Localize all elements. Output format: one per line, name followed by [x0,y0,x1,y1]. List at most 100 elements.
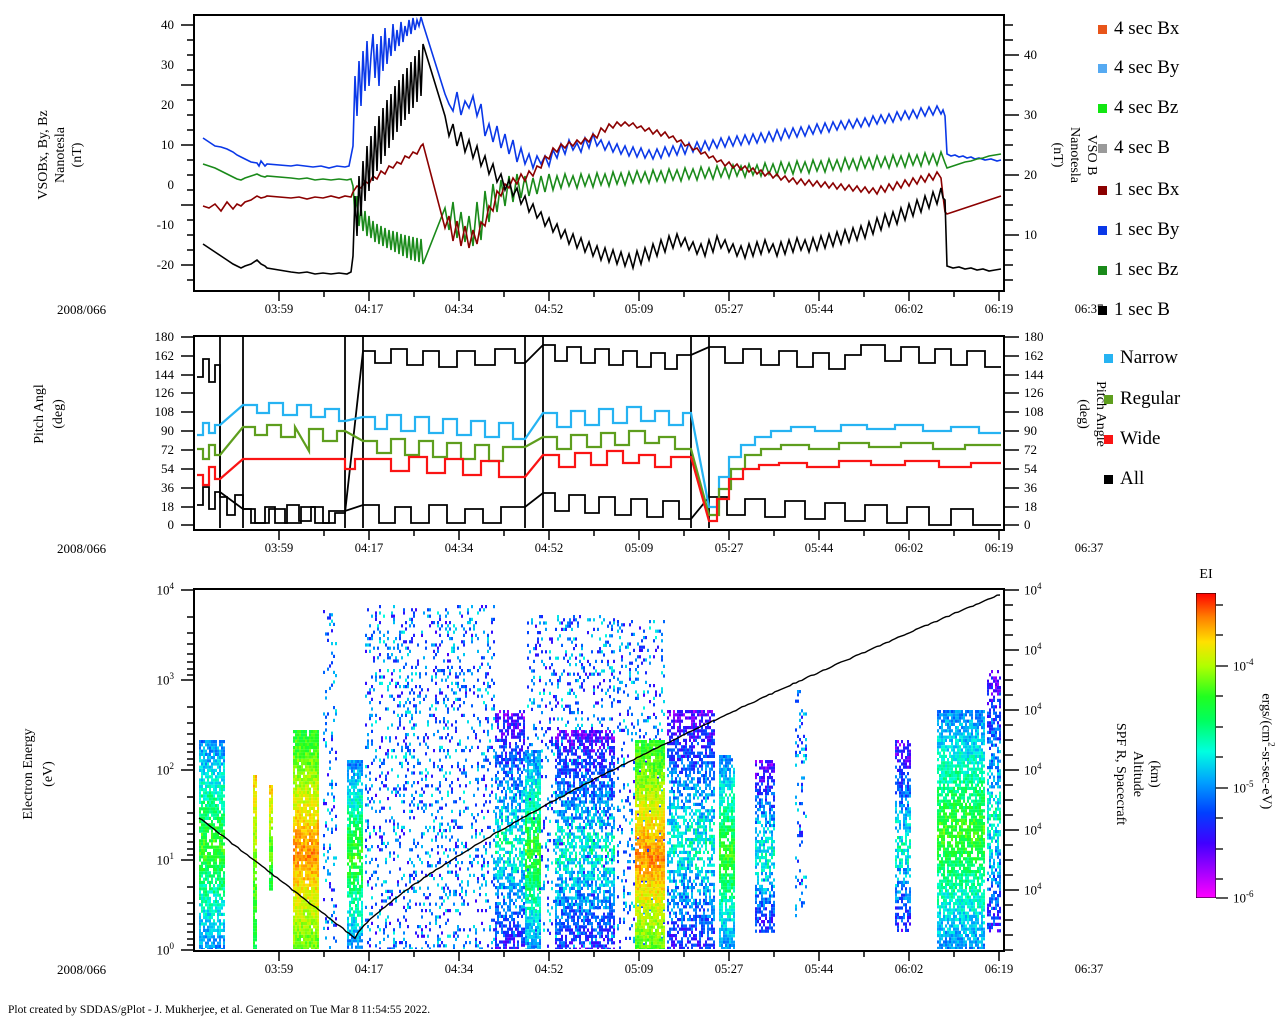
spectrogram-right-ticks [1005,589,1019,951]
pitch-left-tick-72: 72 [161,442,174,457]
spectrogram-left-tick-4: 104 [156,581,175,598]
spectrogram-right-tick-0: 104 [1024,581,1042,598]
magnetic-left-axis-title-2: Nanotesla [53,127,68,183]
pitch-left-tick-54: 54 [161,461,174,476]
pitch-right-axis-title-2: (deg) [1076,399,1091,429]
legend-swatch-4sec-b [1098,143,1107,153]
spacecraft-altitude-curve [198,594,1001,940]
magnetic-right-axis-title-1: VSO B [1084,134,1099,176]
pitch-time-tick-7: 06:02 [894,541,924,555]
pitch-left-axis-title-1: Pitch Angl [32,384,47,444]
magnetic-date-label: 2008/066 [57,302,107,317]
pitch-right-tick-54: 54 [1024,461,1037,476]
legend-item-regular[interactable]: Regular [1104,388,1180,410]
spectrogram-plot-frame [193,588,1005,952]
magnetic-field-plot-frame [193,14,1005,292]
magnetic-right-tick-10: 10 [1024,227,1037,242]
legend-item-wide[interactable]: Wide [1104,428,1160,450]
pitch-right-tick-36: 36 [1024,480,1037,495]
pitch-left-tick-90: 90 [161,423,174,438]
pitch-time-tick-9: 06:37 [1074,541,1104,555]
magnetic-left-axis-title-3: (nT) [70,142,85,168]
legend-label-wide: Wide [1120,428,1161,449]
colorbar-gradient [1196,593,1216,898]
magnetic-right-tick-40: 40 [1024,47,1037,62]
magnetic-right-axis-title-3: (nT) [1050,142,1065,168]
colorbar-title: EI [1199,567,1213,582]
spectrogram-right-axis-title-2: Altitude [1130,751,1145,797]
legend-swatch-wide [1104,434,1113,444]
legend-swatch-1sec-by [1098,225,1107,235]
pitch-left-tick-36: 36 [161,480,174,495]
colorbar-tick-2: 10-6 [1233,889,1254,906]
legend-item-1sec-by[interactable]: 1 sec By [1098,219,1179,241]
legend-swatch-regular [1104,394,1113,404]
spectrogram-date-label: 2008/066 [57,962,107,977]
magnetic-time-tick-5: 05:27 [714,302,744,316]
spectrogram-time-tick-6: 05:44 [804,962,834,976]
magnetic-left-tick-40: 40 [161,17,174,32]
spectrogram-right-tick-4: 104 [1024,821,1042,838]
legend-swatch-1sec-b [1098,305,1107,315]
legend-label-narrow: Narrow [1120,347,1179,368]
spectrogram-left-tick-0: 100 [156,941,175,958]
legend-item-4sec-bz[interactable]: 4 sec Bz [1098,97,1178,119]
legend-label-4sec-b: 4 sec B [1114,137,1170,158]
spectrogram-time-tick-4: 05:09 [624,962,654,976]
magnetic-x-ticks [278,292,1000,301]
pitch-time-tick-6: 05:44 [804,541,834,555]
spectrogram-right-axis-title-3: (km) [1147,760,1162,788]
spectrogram-time-tick-2: 04:34 [444,962,474,976]
legend-item-1sec-b[interactable]: 1 sec B [1098,299,1170,321]
magnetic-time-tick-0: 03:59 [264,302,294,316]
legend-swatch-1sec-bx [1098,185,1107,195]
legend-item-narrow[interactable]: Narrow [1104,347,1178,369]
legend-swatch-1sec-bz [1098,265,1107,275]
legend-swatch-4sec-bz [1098,103,1107,113]
pitch-right-tick-144: 144 [1024,367,1044,382]
colorbar-ticks [1216,604,1228,899]
magnetic-right-tick-20: 20 [1024,167,1037,182]
legend-item-4sec-by[interactable]: 4 sec By [1098,57,1179,79]
legend-item-1sec-bx[interactable]: 1 sec Bx [1098,179,1179,201]
magnetic-field-traces [202,16,1002,275]
pitch-right-tick-72: 72 [1024,442,1037,457]
legend-item-4sec-bx[interactable]: 4 sec Bx [1098,18,1179,40]
legend-label-1sec-b: 1 sec B [1114,299,1170,320]
spectrogram-time-tick-8: 06:19 [984,962,1014,976]
pitch-right-tick-108: 108 [1024,404,1044,419]
magnetic-left-tick-30: 30 [161,57,174,72]
magnetic-time-tick-8: 06:19 [984,302,1014,316]
pitch-right-tick-90: 90 [1024,423,1037,438]
magnetic-right-ticks [1005,24,1019,281]
spectrogram-left-axis-title-1: Electron Energy [21,728,36,820]
magnetic-left-tick-0: 0 [167,177,175,192]
pitch-right-ticks [1005,336,1019,526]
spectrogram-image [198,594,1001,949]
magnetic-left-tick-neg10: -10 [156,217,174,232]
colorbar-tick-0: 10-4 [1233,657,1254,674]
pitch-time-tick-3: 04:52 [534,541,564,555]
legend-item-1sec-bz[interactable]: 1 sec Bz [1098,259,1178,281]
legend-item-all[interactable]: All [1104,468,1144,490]
legend-swatch-4sec-by [1098,63,1107,73]
magnetic-time-tick-4: 05:09 [624,302,654,316]
spectrogram-left-axis-title-2: (eV) [41,761,56,787]
pitch-angle-plot-frame [193,335,1005,531]
footer-credit: Plot created by SDDAS/gPlot - J. Mukherj… [8,1004,431,1016]
spectrogram-time-tick-1: 04:17 [354,962,384,976]
pitch-left-ticks [181,336,195,526]
spectrogram-left-tick-1: 101 [156,851,175,868]
spectrogram-x-ticks [278,952,1000,961]
magnetic-right-axis-title-2: Nanotesla [1067,127,1082,183]
legend-item-4sec-b[interactable]: 4 sec B [1098,137,1170,159]
legend-label-4sec-bx: 4 sec Bx [1114,18,1180,39]
pitch-left-axis-title-2: (deg) [51,399,66,429]
pitch-left-tick-108: 108 [154,404,175,419]
colorbar-tick-1: 10-5 [1233,779,1254,796]
pitch-right-tick-0: 0 [1024,517,1031,532]
pitch-time-tick-5: 05:27 [714,541,744,555]
pitch-date-label: 2008/066 [57,541,107,556]
pitch-time-tick-2: 04:34 [444,541,474,555]
legend-swatch-4sec-bx [1098,24,1107,34]
